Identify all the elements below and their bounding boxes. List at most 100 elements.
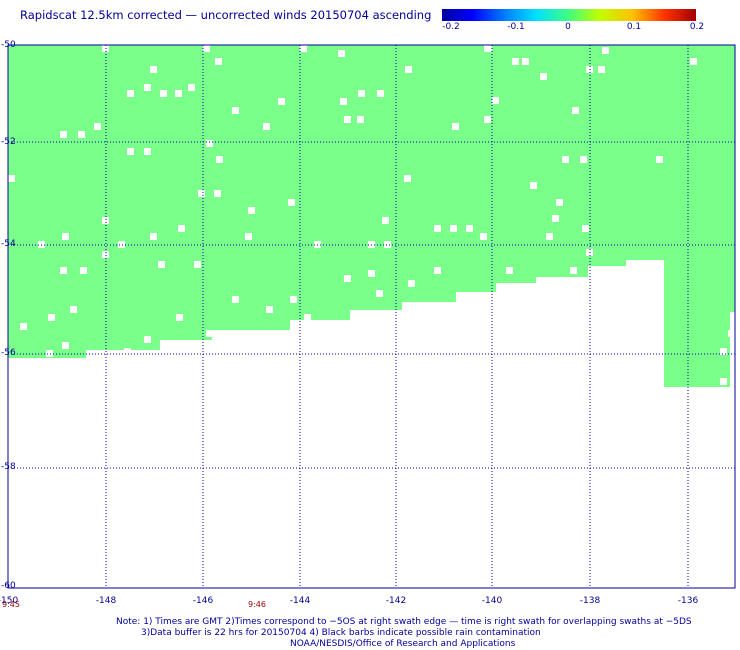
missing-data-cell	[278, 98, 285, 105]
missing-data-cell	[434, 267, 441, 274]
missing-data-cell	[570, 267, 577, 274]
missing-data-cell	[214, 190, 221, 197]
footnote-line-1: Note: 1) Times are GMT 2)Times correspon…	[116, 617, 692, 627]
color-scale-bar	[442, 9, 696, 21]
missing-data-cell	[340, 98, 347, 105]
missing-data-cell	[377, 90, 384, 97]
missing-data-cell	[358, 90, 365, 97]
lon-label: -136	[677, 596, 699, 606]
missing-data-cell	[357, 116, 364, 123]
missing-data-cell	[540, 73, 547, 80]
map-title: Rapidscat 12.5km corrected — uncorrected…	[20, 8, 432, 22]
missing-data-cell	[248, 207, 255, 214]
missing-data-cell	[450, 225, 457, 232]
missing-data-cell	[382, 217, 389, 224]
missing-data-cell	[344, 116, 351, 123]
missing-data-cell	[46, 350, 53, 357]
scale-label-neg02: -0.2	[442, 22, 460, 32]
missing-data-cell	[118, 241, 125, 248]
missing-data-cell	[522, 58, 529, 65]
missing-data-cell	[602, 47, 609, 54]
missing-data-cell	[720, 378, 727, 385]
missing-data-cell	[405, 66, 412, 73]
missing-data-cell	[384, 241, 391, 248]
pass-time-label: 9:46	[248, 600, 266, 609]
scale-label-neg01: -0.1	[507, 22, 525, 32]
missing-data-cell	[530, 182, 537, 189]
missing-data-cell	[263, 123, 270, 130]
missing-data-cell	[656, 156, 663, 163]
missing-data-cell	[150, 233, 157, 240]
missing-data-cell	[232, 107, 239, 114]
missing-data-cell	[144, 84, 151, 91]
missing-data-cell	[452, 123, 459, 130]
missing-data-cell	[144, 336, 151, 343]
missing-data-cell	[466, 225, 473, 232]
lat-label: -50	[1, 40, 16, 50]
missing-data-cell	[288, 199, 295, 206]
missing-data-cell	[232, 296, 239, 303]
footnote-credit: NOAA/NESDIS/Office of Research and Appli…	[290, 639, 516, 649]
missing-data-cell	[215, 58, 222, 65]
pass-time-label: 9:45	[2, 600, 20, 609]
missing-data-cell	[194, 261, 201, 268]
missing-data-cell	[506, 267, 513, 274]
lat-label: -60	[1, 581, 16, 591]
missing-data-cell	[572, 107, 579, 114]
missing-data-cell	[690, 58, 697, 65]
missing-data-cell	[144, 148, 151, 155]
lat-lon-grid	[8, 45, 735, 588]
wind-data-coverage	[8, 45, 735, 387]
lon-label: -150	[0, 596, 19, 606]
missing-data-cell	[8, 175, 15, 182]
missing-data-cell	[552, 215, 559, 222]
missing-data-cell	[127, 90, 134, 97]
missing-data-cell	[304, 314, 311, 321]
missing-data-cell	[78, 131, 85, 138]
missing-data-cell	[485, 45, 492, 52]
missing-data-cell	[720, 348, 727, 355]
swath-coverage	[8, 45, 735, 387]
missing-data-cell	[338, 50, 345, 57]
missing-data-cell	[20, 323, 27, 330]
missing-data-cell	[70, 306, 77, 313]
missing-data-cell	[198, 190, 205, 197]
missing-data-cell	[344, 275, 351, 282]
missing-data-cell	[512, 58, 519, 65]
missing-data-cell	[62, 342, 69, 349]
lon-label: -148	[95, 596, 117, 606]
missing-data-cell	[150, 66, 157, 73]
missing-data-cell	[562, 156, 569, 163]
missing-data-cell	[102, 217, 109, 224]
missing-data-cell	[203, 45, 210, 52]
missing-data-cell	[60, 267, 67, 274]
missing-data-cell	[598, 66, 605, 73]
missing-data-cell	[728, 330, 735, 337]
missing-data-cell	[266, 306, 273, 313]
lon-label: -144	[289, 596, 311, 606]
missing-data-cell	[60, 131, 67, 138]
missing-data-cell	[62, 233, 69, 240]
missing-data-cell	[158, 261, 165, 268]
lon-label: -140	[481, 596, 503, 606]
missing-data-cell	[300, 45, 307, 52]
missing-data-cell	[480, 233, 487, 240]
lon-label: -138	[579, 596, 601, 606]
lat-label: -52	[1, 137, 16, 147]
missing-data-cell	[127, 148, 134, 155]
scale-label-pos02: 0.2	[689, 22, 705, 32]
missing-data-cell	[245, 233, 252, 240]
missing-data-cell	[546, 233, 553, 240]
lon-label: -146	[192, 596, 214, 606]
scale-label-zero: 0	[565, 22, 571, 32]
missing-data-cell	[290, 296, 297, 303]
missing-data-cell	[124, 348, 131, 355]
footnote-line-2: 3)Data buffer is 22 hrs for 20150704 4) …	[141, 628, 541, 638]
scale-label-pos01: 0.1	[626, 22, 642, 32]
missing-data-cell	[80, 267, 87, 274]
map-frame	[7, 44, 736, 589]
lat-label: -58	[1, 462, 16, 472]
missing-data-cell	[492, 97, 499, 104]
missing-data-cell	[176, 314, 183, 321]
